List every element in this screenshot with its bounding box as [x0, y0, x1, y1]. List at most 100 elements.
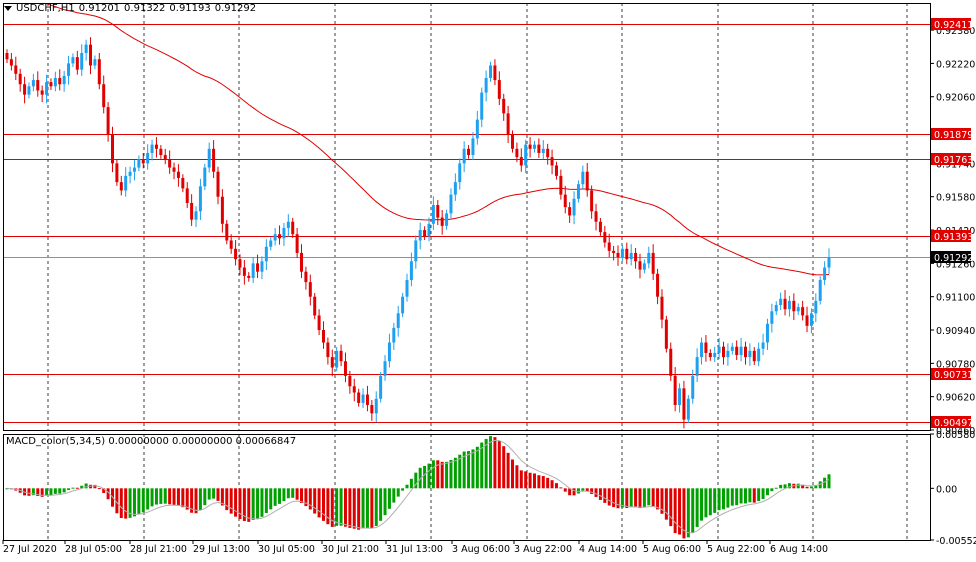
macd-bar-down	[295, 488, 299, 500]
candle-bull	[695, 357, 699, 376]
macd-bar-up	[339, 488, 343, 526]
macd-bar-up	[396, 488, 400, 497]
candle-bear	[656, 273, 660, 297]
candle-bull	[629, 252, 633, 260]
macd-bar-up	[770, 488, 774, 492]
candle-bear	[801, 307, 805, 316]
macd-bar-up	[278, 488, 282, 504]
macd-bar-up	[445, 461, 449, 489]
macd-bar-down	[220, 488, 224, 506]
candle-bear	[291, 221, 295, 235]
time-tick-label: 31 Jul 13:00	[386, 544, 443, 555]
candle-bear	[598, 221, 602, 233]
candle-bull	[713, 352, 717, 358]
candle-bear	[225, 223, 229, 241]
macd-bar-down	[97, 488, 101, 490]
macd-bar-up	[475, 446, 479, 489]
macd-bar-up	[823, 477, 827, 489]
candle-bear	[185, 188, 189, 203]
macd-bar-down	[612, 488, 616, 508]
level-price-tag-label: 0.91763	[934, 155, 973, 166]
macd-bar-up	[480, 442, 484, 489]
price-tick-label: 0.92380	[936, 26, 975, 37]
macd-bar-down	[115, 488, 119, 514]
macd-bar-up	[471, 449, 475, 489]
macd-bar-down	[27, 488, 31, 496]
macd-bar-up	[695, 488, 699, 527]
symbol-header[interactable]: USDCHF,H1 0.91201 0.91322 0.91193 0.91292	[4, 3, 260, 15]
macd-bar-down	[634, 488, 638, 508]
macd-bar-down	[102, 488, 106, 493]
price-tick-label: 0.92060	[936, 93, 975, 104]
candle-bear	[18, 73, 22, 85]
candle-bull	[62, 75, 66, 85]
candle-bear	[163, 155, 167, 160]
macd-bar-down	[185, 488, 189, 510]
macd-bar-down	[229, 488, 233, 514]
candle-bear	[638, 261, 642, 270]
current-price-tag-label: 0.91292	[934, 253, 973, 264]
chart-frame	[3, 3, 931, 541]
candle-bull	[207, 148, 211, 168]
candle-bear	[278, 234, 282, 239]
macd-bar-down	[234, 488, 238, 517]
candle-bear	[682, 388, 686, 420]
macd-bar-down	[616, 488, 620, 509]
candle-bear	[467, 148, 471, 156]
candle-bear	[212, 148, 216, 172]
candle-bull	[678, 388, 682, 406]
candle-bull	[93, 59, 97, 66]
macd-bar-down	[805, 486, 809, 489]
indicator-pane-border	[3, 434, 931, 541]
macd-bar-up	[203, 488, 207, 506]
time-tick-label: 5 Aug 06:00	[643, 544, 701, 555]
candle-bull	[647, 252, 651, 264]
dropdown-arrow-icon[interactable]	[4, 5, 12, 11]
candle-bull	[128, 171, 132, 176]
macd-bar-up	[365, 488, 369, 529]
candle-bull	[717, 346, 721, 353]
time-tick-label: 6 Aug 14:00	[770, 544, 828, 555]
candle-bear	[546, 148, 550, 158]
candle-bear	[603, 232, 607, 243]
candle-bear	[669, 348, 673, 376]
candle-bull	[80, 52, 84, 70]
macd-bar-down	[524, 471, 528, 489]
price-tick-label: 0.90940	[936, 326, 975, 337]
macd-bar-down	[343, 488, 347, 527]
candle-bear	[181, 177, 185, 189]
macd-bar-down	[357, 488, 361, 530]
candle-bull	[203, 167, 207, 187]
level-price-tag-bg	[931, 153, 971, 165]
candle-bear	[651, 252, 655, 274]
macd-bar-down	[678, 488, 682, 535]
macd-bar-up	[796, 483, 800, 489]
macd-bar-up	[739, 488, 743, 504]
candle-bear	[537, 144, 541, 153]
level-price-tag-bg	[931, 230, 971, 242]
candle-bear	[154, 144, 158, 149]
candle-bull	[431, 205, 435, 224]
macd-bar-down	[682, 488, 686, 539]
macd-bar-down	[216, 488, 220, 501]
candle-bear	[119, 182, 123, 191]
macd-bar-up	[291, 488, 295, 498]
macd-bar-up	[5, 488, 9, 490]
candle-bull	[774, 305, 778, 312]
macd-bar-up	[757, 488, 761, 502]
macd-bar-down	[511, 459, 515, 489]
macd-bar-up	[453, 457, 457, 489]
candle-bull	[489, 65, 493, 78]
candle-bear	[616, 252, 620, 258]
macd-bar-up	[198, 488, 202, 510]
macd-bar-down	[106, 488, 110, 500]
candle-bear	[242, 267, 246, 276]
candle-bear	[568, 207, 572, 216]
candle-bear	[40, 90, 44, 95]
macd-bar-down	[664, 488, 668, 520]
macd-bar-up	[159, 488, 163, 504]
symbol-label: USDCHF,H1	[16, 3, 75, 14]
high-value: 0.91322	[124, 3, 166, 14]
